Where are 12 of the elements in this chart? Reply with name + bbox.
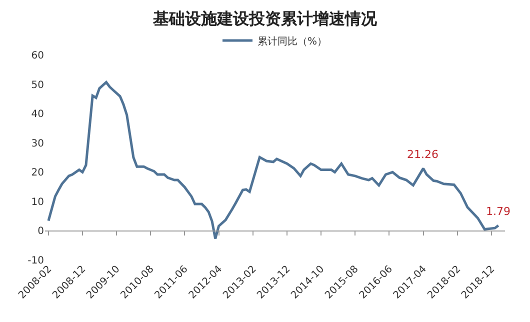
legend-label: 累计同比（%）: [258, 35, 328, 48]
y-tick-label: 30: [31, 138, 44, 150]
y-tick-label: 60: [31, 50, 44, 62]
chart-title: 基础设施建设投资累计增速情况: [152, 9, 378, 28]
y-tick-label: 0: [38, 226, 44, 238]
annotation: 1.79: [486, 205, 510, 218]
y-tick-label: 40: [31, 109, 44, 120]
y-tick-label: 50: [31, 80, 44, 91]
y-tick-label: 10: [31, 196, 44, 208]
y-tick-label: -10: [28, 256, 44, 266]
y-tick-label: 20: [31, 168, 44, 179]
annotation: 21.26: [407, 148, 438, 161]
